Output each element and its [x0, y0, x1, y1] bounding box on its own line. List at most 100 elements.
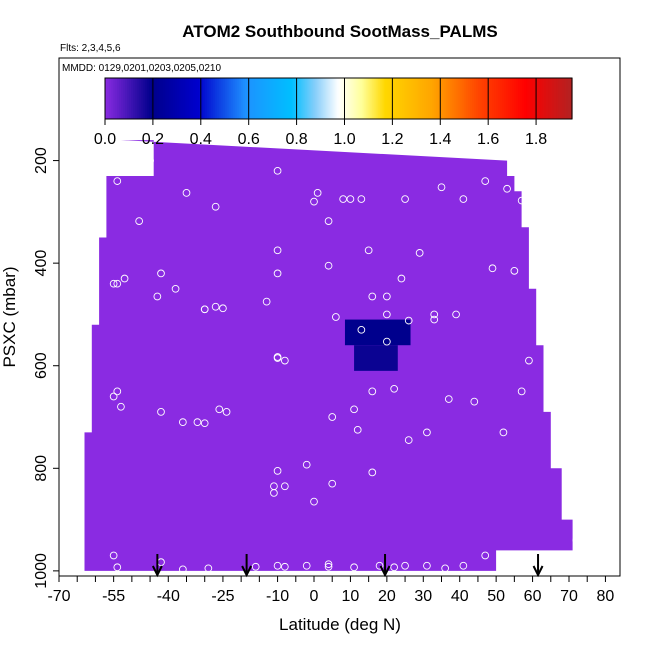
colorbar-band	[548, 78, 551, 119]
colorbar-band	[376, 78, 380, 119]
observation-point	[430, 315, 439, 324]
observation-point	[572, 536, 581, 544]
colorbar-band	[116, 78, 120, 119]
colorbar-band	[390, 78, 393, 119]
colorbar-band	[196, 78, 200, 119]
colorbar-band	[504, 78, 507, 119]
dates-label: MMDD: 0129,0201,0203,0205,0210	[62, 63, 221, 74]
observation-point	[222, 408, 231, 416]
colorbar-band	[538, 78, 541, 119]
colorbar-band	[158, 78, 162, 119]
colorbar-band	[530, 78, 533, 119]
observation-point	[339, 195, 347, 203]
colorbar-band	[466, 78, 469, 119]
x-tick-label: 30	[414, 588, 432, 605]
colorbar-band	[408, 78, 411, 119]
x-tick-label: 0	[310, 588, 319, 605]
colorbar-band	[536, 78, 539, 119]
observation-point	[503, 184, 511, 193]
observation-point	[262, 297, 271, 306]
observation-point	[310, 197, 318, 206]
colorbar-band	[420, 78, 423, 119]
observation-point	[368, 292, 377, 301]
observation-point	[444, 395, 453, 403]
observation-point	[481, 551, 490, 560]
colorbar-band	[178, 78, 182, 119]
colorbar-band	[176, 78, 180, 119]
colorbar-band	[258, 78, 262, 119]
colorbar-band	[382, 78, 386, 119]
colorbar-band	[204, 78, 208, 119]
colorbar-band	[252, 78, 256, 119]
observation-point	[135, 217, 143, 225]
colorbar-band	[174, 78, 178, 119]
colorbar-band	[112, 78, 116, 119]
observation-point	[499, 428, 508, 437]
colorbar-band	[398, 78, 401, 119]
observation-point	[383, 337, 391, 346]
observation-point	[404, 316, 413, 325]
colorbar-band	[422, 78, 425, 119]
observation-point	[182, 189, 191, 197]
observation-point	[390, 384, 398, 393]
colorbar-band	[232, 78, 236, 119]
colorbar-band	[214, 78, 218, 119]
observation-point	[517, 196, 526, 205]
colorbar-band	[122, 78, 126, 119]
colorbar-band	[528, 78, 531, 119]
colorbar-band	[144, 78, 148, 119]
colorbar-band	[216, 78, 220, 119]
colorbar-band	[514, 78, 517, 119]
colorbar-band	[286, 78, 290, 119]
colorbar-band	[142, 78, 146, 119]
colorbar-band	[380, 78, 384, 119]
observation-point	[357, 325, 366, 334]
colorbar-band	[478, 78, 481, 119]
colorbar-band	[360, 78, 364, 119]
colorbar-band	[294, 78, 298, 119]
colorbar-band	[238, 78, 242, 119]
colorbar-band	[132, 78, 136, 119]
x-axis: -70 -55 -40 -25 -10 0 10 20 30 40 50 60 70 80	[47, 575, 614, 605]
colorbar-band	[220, 78, 224, 119]
colorbar-band	[442, 78, 445, 119]
colorbar-band	[334, 78, 338, 119]
colorbar-band	[378, 78, 382, 119]
colorbar-band	[560, 78, 563, 119]
observation-point	[397, 274, 406, 283]
colorbar-band	[464, 78, 467, 119]
observation-point	[364, 246, 373, 255]
observation-point	[200, 305, 209, 314]
colorbar-band	[172, 78, 176, 119]
colorbar-band	[268, 78, 272, 119]
y-axis-label: PSXC (mbar)	[0, 266, 19, 367]
colorbar-band	[516, 78, 519, 119]
observation-point	[113, 279, 122, 288]
colorbar-band	[156, 78, 160, 119]
colorbar-band	[308, 78, 312, 119]
colorbar-band	[462, 78, 465, 119]
colorbar-band	[340, 78, 344, 119]
colorbar-band	[456, 78, 459, 119]
observation-point	[353, 425, 362, 434]
colorbar-band	[328, 78, 332, 119]
colorbar-band	[128, 78, 132, 119]
colorbar-band	[108, 78, 112, 119]
colorbar-band	[124, 78, 128, 119]
observation-point	[113, 177, 122, 185]
colorbar-band	[296, 78, 300, 119]
colorbar-band	[470, 78, 473, 119]
observation-point	[310, 497, 318, 506]
observation-point	[350, 405, 358, 414]
colorbar-band	[418, 78, 421, 119]
colorbar-band	[540, 78, 543, 119]
observation-point	[404, 436, 413, 444]
colorbar-band	[324, 78, 328, 119]
observation-point	[117, 402, 125, 411]
observation-point	[302, 460, 311, 469]
colorbar-band	[534, 78, 537, 119]
colorbar-band	[500, 78, 503, 119]
colorbar-band	[318, 78, 322, 119]
colorbar-band	[492, 78, 495, 119]
colorbar-band	[192, 78, 196, 119]
